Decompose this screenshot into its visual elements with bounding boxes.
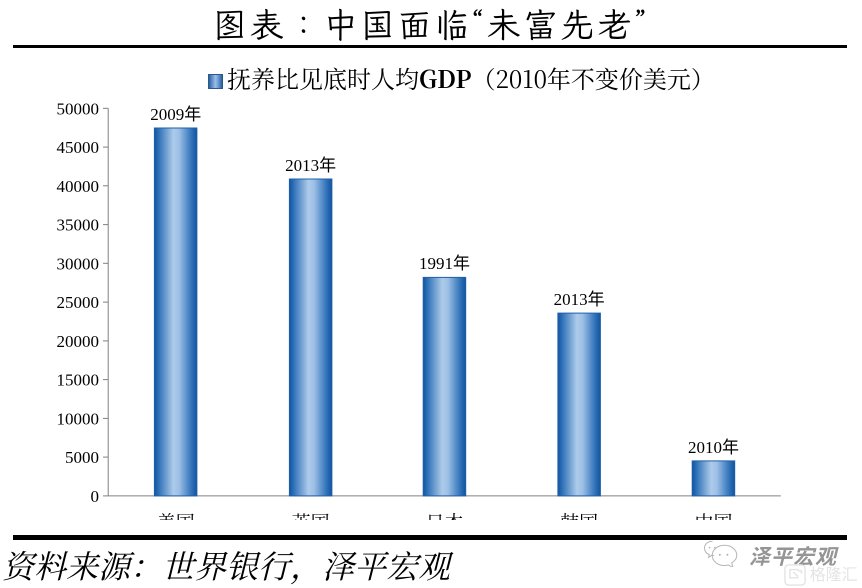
svg-text:中国: 中国 bbox=[694, 508, 732, 520]
svg-text:10000: 10000 bbox=[57, 409, 100, 428]
svg-text:30000: 30000 bbox=[57, 254, 100, 273]
svg-text:英国: 英国 bbox=[292, 508, 330, 520]
svg-text:25000: 25000 bbox=[57, 293, 100, 312]
svg-text:5000: 5000 bbox=[65, 448, 99, 467]
svg-text:15000: 15000 bbox=[57, 371, 100, 390]
svg-text:2010年: 2010年 bbox=[688, 438, 739, 457]
svg-text:50000: 50000 bbox=[57, 99, 100, 118]
svg-text:1991年: 1991年 bbox=[419, 254, 470, 273]
svg-text:35000: 35000 bbox=[57, 216, 100, 235]
svg-text:20000: 20000 bbox=[57, 332, 100, 351]
svg-text:2013年: 2013年 bbox=[285, 156, 336, 175]
svg-text:0: 0 bbox=[91, 487, 100, 506]
svg-text:日本: 日本 bbox=[425, 508, 463, 520]
svg-text:韩国: 韩国 bbox=[560, 508, 598, 520]
svg-text:45000: 45000 bbox=[57, 138, 100, 157]
svg-text:40000: 40000 bbox=[57, 177, 100, 196]
svg-text:2013年: 2013年 bbox=[554, 290, 605, 309]
svg-text:2009年: 2009年 bbox=[150, 105, 201, 124]
svg-text:美国: 美国 bbox=[157, 508, 195, 520]
